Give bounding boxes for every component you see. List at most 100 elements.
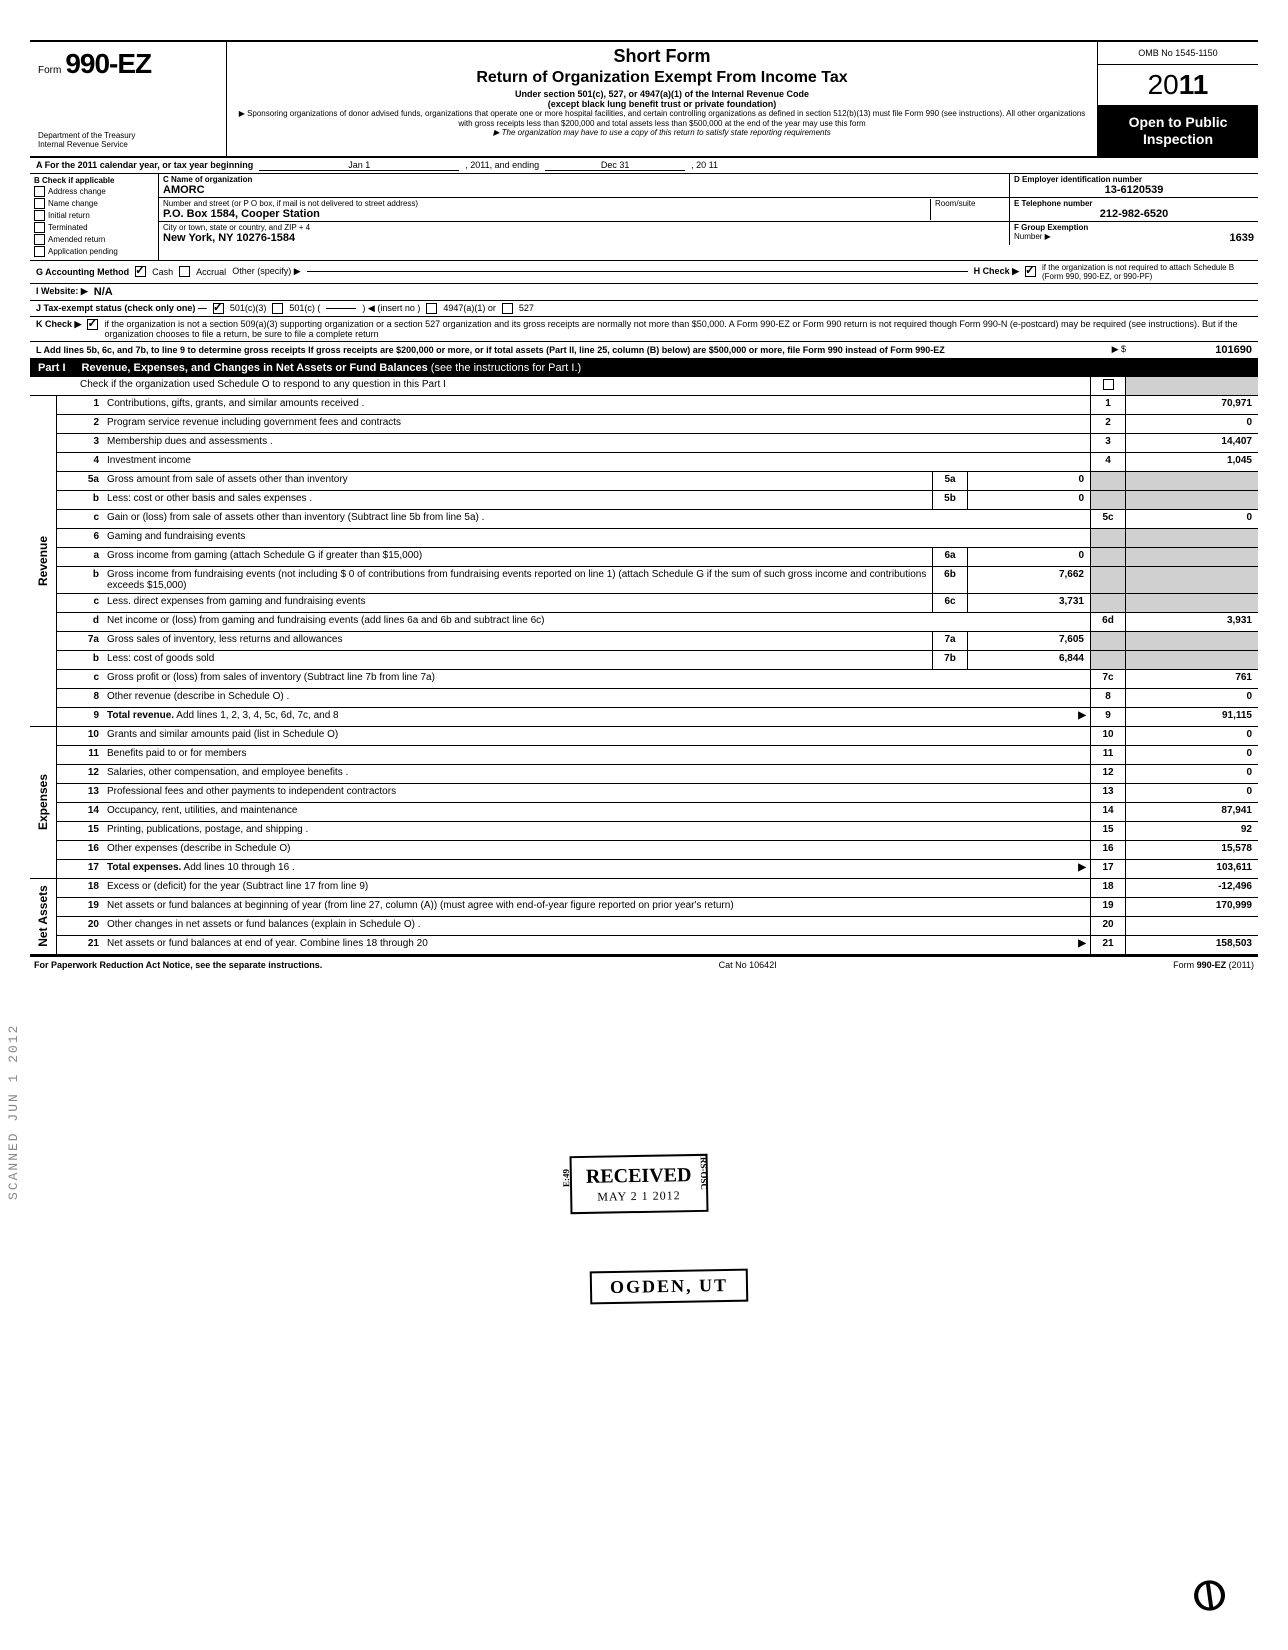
right-val-shade xyxy=(1125,632,1258,650)
right-num-shade xyxy=(1090,548,1125,566)
right-line-value: 0 xyxy=(1125,746,1258,764)
right-line-value: 91,115 xyxy=(1125,708,1258,726)
received-stamp: E:49 RECEIVED MAY 2 1 2012 IRS-OSC xyxy=(570,1154,709,1214)
line-15: 15Printing, publications, postage, and s… xyxy=(57,822,1258,841)
line-b: bGross income from fundraising events (n… xyxy=(57,567,1258,594)
line-c: cGross profit or (loss) from sales of in… xyxy=(57,670,1258,689)
line-number: 9 xyxy=(57,708,103,726)
line-2: 2Program service revenue including gover… xyxy=(57,415,1258,434)
line-number: b xyxy=(57,491,103,509)
L-value: 101690 xyxy=(1132,344,1252,356)
line-desc: Gross income from fundraising events (no… xyxy=(103,567,932,593)
right-line-number: 8 xyxy=(1090,689,1125,707)
right-line-number: 15 xyxy=(1090,822,1125,840)
right-line-number: 13 xyxy=(1090,784,1125,802)
line-desc: Benefits paid to or for members xyxy=(103,746,1090,764)
right-val-shade xyxy=(1125,567,1258,593)
line-L: L Add lines 5b, 6c, and 7b, to line 9 to… xyxy=(30,342,1258,359)
line-16: 16Other expenses (describe in Schedule O… xyxy=(57,841,1258,860)
G-accrual: Accrual xyxy=(196,267,226,277)
line-number: c xyxy=(57,510,103,528)
B-application-pending[interactable]: Application pending xyxy=(34,246,154,257)
line-6: 6Gaming and fundraising events xyxy=(57,529,1258,548)
E-label: E Telephone number xyxy=(1014,199,1254,208)
line-A-yr: , 20 11 xyxy=(691,160,718,170)
right-line-value: 14,407 xyxy=(1125,434,1258,452)
part-1-sub: (see the instructions for Part I.) xyxy=(431,362,581,374)
J-4947: 4947(a)(1) or xyxy=(443,303,496,313)
line-desc: Total expenses. Add lines 10 through 16 … xyxy=(103,860,1074,878)
line-number: 19 xyxy=(57,898,103,916)
city-label: City or town, state or country, and ZIP … xyxy=(163,223,1005,232)
city-value: New York, NY 10276-1584 xyxy=(163,232,1005,244)
footer-right: Form 990-EZ (2011) xyxy=(1173,960,1254,970)
line-desc: Investment income xyxy=(103,453,1090,471)
header-title-block: Short Form Return of Organization Exempt… xyxy=(227,42,1097,156)
right-line-number: 14 xyxy=(1090,803,1125,821)
G-accrual-checkbox[interactable] xyxy=(179,266,190,277)
line-18: 18Excess or (deficit) for the year (Subt… xyxy=(57,879,1258,898)
year-prefix: 20 xyxy=(1148,69,1179,100)
L-arrow: ▶ $ xyxy=(1112,344,1126,355)
J-501c3-checkbox[interactable] xyxy=(213,303,224,314)
line-number: 7a xyxy=(57,632,103,650)
subtitle-3: ▶ Sponsoring organizations of donor advi… xyxy=(233,109,1091,128)
line-number: 3 xyxy=(57,434,103,452)
G-other-line[interactable] xyxy=(307,271,968,272)
right-line-value: 0 xyxy=(1125,765,1258,783)
line-desc: Net assets or fund balances at beginning… xyxy=(103,898,1090,916)
B-initial-return[interactable]: Initial return xyxy=(34,210,154,221)
omb-number: OMB No 1545-1150 xyxy=(1098,42,1258,65)
right-line-value: 170,999 xyxy=(1125,898,1258,916)
B-amended[interactable]: Amended return xyxy=(34,234,154,245)
J-527: 527 xyxy=(519,303,534,313)
line-number: d xyxy=(57,613,103,631)
G-cash-checkbox[interactable] xyxy=(135,266,146,277)
K-checkbox[interactable] xyxy=(87,319,98,330)
footer-left: For Paperwork Reduction Act Notice, see … xyxy=(34,960,322,970)
city-cell: City or town, state or country, and ZIP … xyxy=(159,222,1010,245)
line-number: c xyxy=(57,670,103,688)
line-desc: Gaming and fundraising events xyxy=(103,529,1090,547)
line-desc: Gain or (loss) from sale of assets other… xyxy=(103,510,1090,528)
expenses-tab: Expenses xyxy=(30,727,57,878)
tax-year-begin: Jan 1 xyxy=(259,160,459,171)
entity-block: B Check if applicable Address change Nam… xyxy=(30,174,1258,261)
phone-value: 212-982-6520 xyxy=(1014,208,1254,220)
line-number: 16 xyxy=(57,841,103,859)
arrow-icon: ▶ xyxy=(1074,860,1090,878)
mid-line-value: 0 xyxy=(967,491,1090,509)
line-b: bLess: cost of goods sold7b6,844 xyxy=(57,651,1258,670)
J-501c-checkbox[interactable] xyxy=(272,303,283,314)
part-1-check-line: Check if the organization used Schedule … xyxy=(30,377,1258,396)
right-num-shade xyxy=(1090,651,1125,669)
revenue-table: Revenue 1Contributions, gifts, grants, a… xyxy=(30,396,1258,727)
B-terminated[interactable]: Terminated xyxy=(34,222,154,233)
K-label: K Check ▶ xyxy=(36,319,81,330)
line-number: 18 xyxy=(57,879,103,897)
line-desc: Professional fees and other payments to … xyxy=(103,784,1090,802)
B-name-change[interactable]: Name change xyxy=(34,198,154,209)
J-527-checkbox[interactable] xyxy=(502,303,513,314)
part-1-label: Part I xyxy=(38,362,66,374)
checkbox-icon xyxy=(34,210,45,221)
checkbox-icon xyxy=(34,246,45,257)
J-4947-checkbox[interactable] xyxy=(426,303,437,314)
schedule-o-checkbox[interactable] xyxy=(1103,379,1114,390)
line-desc: Contributions, gifts, grants, and simila… xyxy=(103,396,1090,414)
header-left: Form 990-EZ Department of the Treasury I… xyxy=(30,42,227,156)
line-desc: Program service revenue including govern… xyxy=(103,415,1090,433)
line-19: 19Net assets or fund balances at beginni… xyxy=(57,898,1258,917)
short-form-title: Short Form xyxy=(233,46,1091,67)
right-line-number: 3 xyxy=(1090,434,1125,452)
line-A-mid: , 2011, and ending xyxy=(465,160,539,170)
right-line-number: 10 xyxy=(1090,727,1125,745)
right-val-shade xyxy=(1125,548,1258,566)
J-insert-blank[interactable] xyxy=(326,308,356,309)
B-address-change[interactable]: Address change xyxy=(34,186,154,197)
scanned-stamp: SCANNED JUN 1 2012 xyxy=(6,1024,21,1200)
H-checkbox[interactable] xyxy=(1025,266,1036,277)
F-label2: Number ▶ xyxy=(1014,232,1051,244)
street-value: P.O. Box 1584, Cooper Station xyxy=(163,208,930,220)
line-number: a xyxy=(57,548,103,566)
